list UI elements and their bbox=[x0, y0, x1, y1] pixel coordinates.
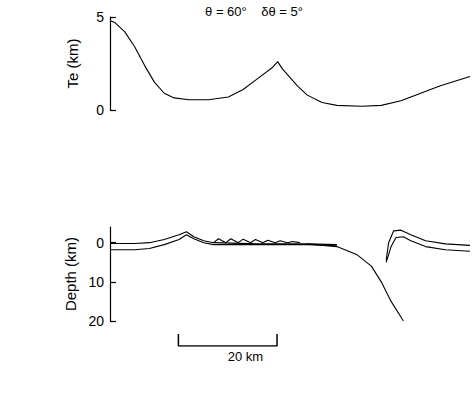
svg-text:0: 0 bbox=[96, 235, 104, 251]
svg-text:20: 20 bbox=[88, 313, 104, 329]
svg-text:Depth (km): Depth (km) bbox=[62, 237, 79, 311]
svg-text:Te (km): Te (km) bbox=[64, 39, 81, 89]
svg-text:5: 5 bbox=[96, 9, 104, 25]
svg-text:0: 0 bbox=[96, 102, 104, 118]
svg-text:20 km: 20 km bbox=[228, 349, 263, 364]
svg-text:10: 10 bbox=[88, 274, 104, 290]
svg-text:θ = 60° δθ = 5°: θ = 60° δθ = 5° bbox=[205, 4, 303, 19]
